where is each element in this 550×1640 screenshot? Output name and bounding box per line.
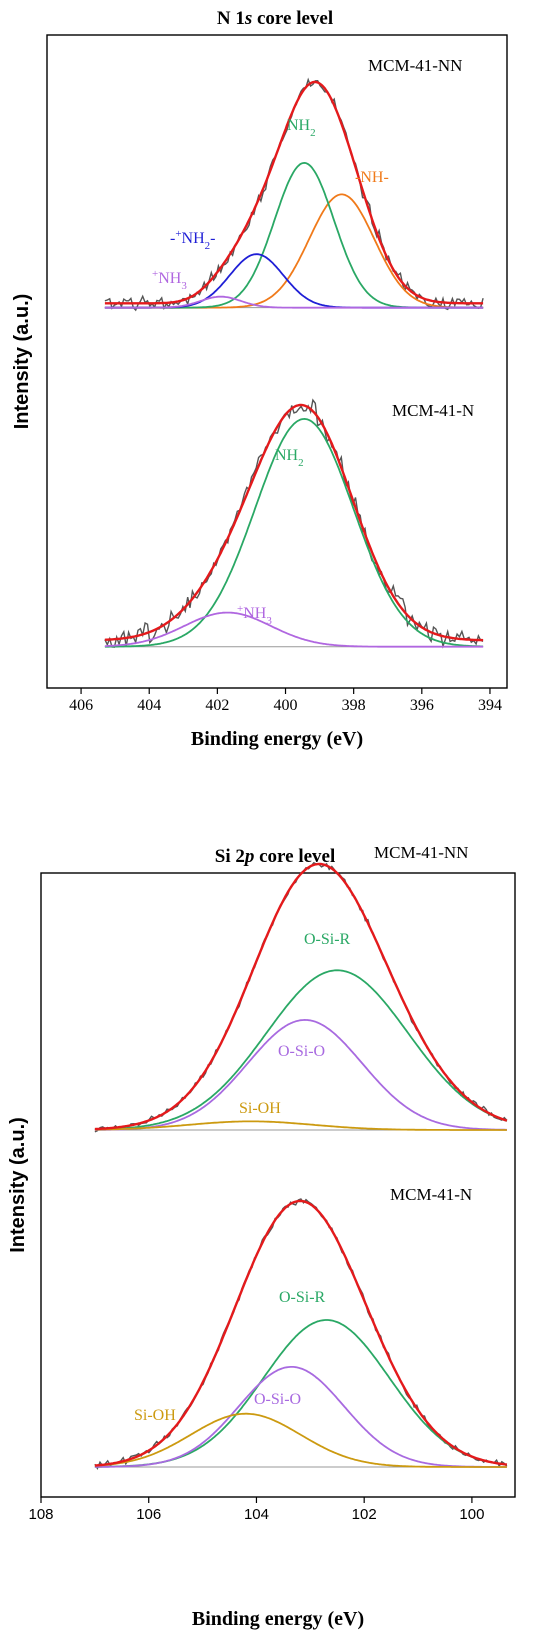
si2p-title: Si 2p core level xyxy=(215,846,336,867)
raw-data-line xyxy=(94,1198,508,1470)
peak-label-nh3-plus: +NH3 xyxy=(152,268,187,292)
peak-label-nh3-plus: +NH3 xyxy=(237,603,272,627)
envelope-fit-line xyxy=(104,403,484,642)
component-si-o-si-o-line xyxy=(94,1366,507,1468)
x-tick-label: 404 xyxy=(137,697,161,714)
peak-label-nh2-plus: -+NH2- xyxy=(170,228,215,252)
x-tick-label: 406 xyxy=(69,697,93,714)
peak-label-nh2: NH2 xyxy=(287,117,316,139)
y-axis-label: Intensity (a.u.) xyxy=(7,1117,29,1253)
x-tick-label: 108 xyxy=(28,1506,53,1523)
sample-label: MCM-41-N xyxy=(390,1185,472,1204)
component-nh3-plus-line xyxy=(104,295,484,309)
component-nh2-line xyxy=(104,417,484,648)
sample-label: MCM-41-NN xyxy=(368,56,462,75)
peak-label-si-o-si-r: O-Si-R xyxy=(304,931,351,948)
spectrum-mcm-41-nn: MCM-41-NN O-Si-R O-Si-O Si-OH xyxy=(94,843,508,1133)
plot-frame xyxy=(46,34,508,689)
spectrum-mcm-41-n: MCM-41-N NH2 +NH3 xyxy=(104,398,484,649)
component-si-oh-line xyxy=(94,1412,507,1468)
x-tick-label: 402 xyxy=(205,697,229,714)
peak-label-nh: -NH- xyxy=(355,169,389,186)
x-tick-label: 400 xyxy=(274,697,298,714)
x-tick-label: 394 xyxy=(478,697,502,714)
spectrum-mcm-41-n: MCM-41-N O-Si-R O-Si-O Si-OH xyxy=(94,1185,508,1470)
y-axis-label: Intensity (a.u.) xyxy=(11,294,33,430)
component-si-o-si-o-line xyxy=(94,1018,507,1131)
x-axis-label: Binding energy (eV) xyxy=(191,728,363,750)
envelope-fit-line xyxy=(94,1199,508,1467)
envelope-fit-line xyxy=(94,862,508,1131)
n1s-title: N 1s core level xyxy=(217,8,333,29)
raw-data-line xyxy=(104,398,484,649)
sample-label: MCM-41-NN xyxy=(374,843,468,862)
peak-label-si-oh: Si-OH xyxy=(239,1100,281,1117)
x-axis-label: Binding energy (eV) xyxy=(192,1608,364,1630)
raw-data-line xyxy=(94,861,508,1133)
spectrum-mcm-41-nn: MCM-41-NN -NH- NH2 -+NH2- +NH3 xyxy=(104,56,484,312)
peak-label-si-o-si-r: O-Si-R xyxy=(279,1289,326,1306)
peak-label-nh2: NH2 xyxy=(275,447,304,469)
peak-label-si-oh: Si-OH xyxy=(134,1407,176,1424)
x-tick-label: 396 xyxy=(410,697,434,714)
x-tick-label: 102 xyxy=(352,1506,377,1523)
peak-label-si-o-si-o: O-Si-O xyxy=(278,1043,325,1060)
x-tick-label: 100 xyxy=(459,1506,484,1523)
component-nh3-plus-line xyxy=(104,611,484,648)
x-tick-label: 106 xyxy=(136,1506,161,1523)
x-tick-label: 104 xyxy=(244,1506,269,1523)
plot-frame xyxy=(40,872,516,1498)
component-nh-line xyxy=(104,193,484,309)
component-si-o-si-r-line xyxy=(94,969,508,1131)
x-tick-label: 398 xyxy=(342,697,366,714)
n1s-chart: N 1s core level 406 404 402 400 398 396 394 Bin… xyxy=(11,8,508,750)
sample-label: MCM-41-N xyxy=(392,401,474,420)
si2p-chart: Si 2p core level 108 106 104 102 100 Binding … xyxy=(7,843,516,1630)
envelope-fit-line xyxy=(104,80,484,305)
component-si-oh-line xyxy=(94,1120,507,1131)
peak-label-si-o-si-o: O-Si-O xyxy=(254,1391,301,1408)
